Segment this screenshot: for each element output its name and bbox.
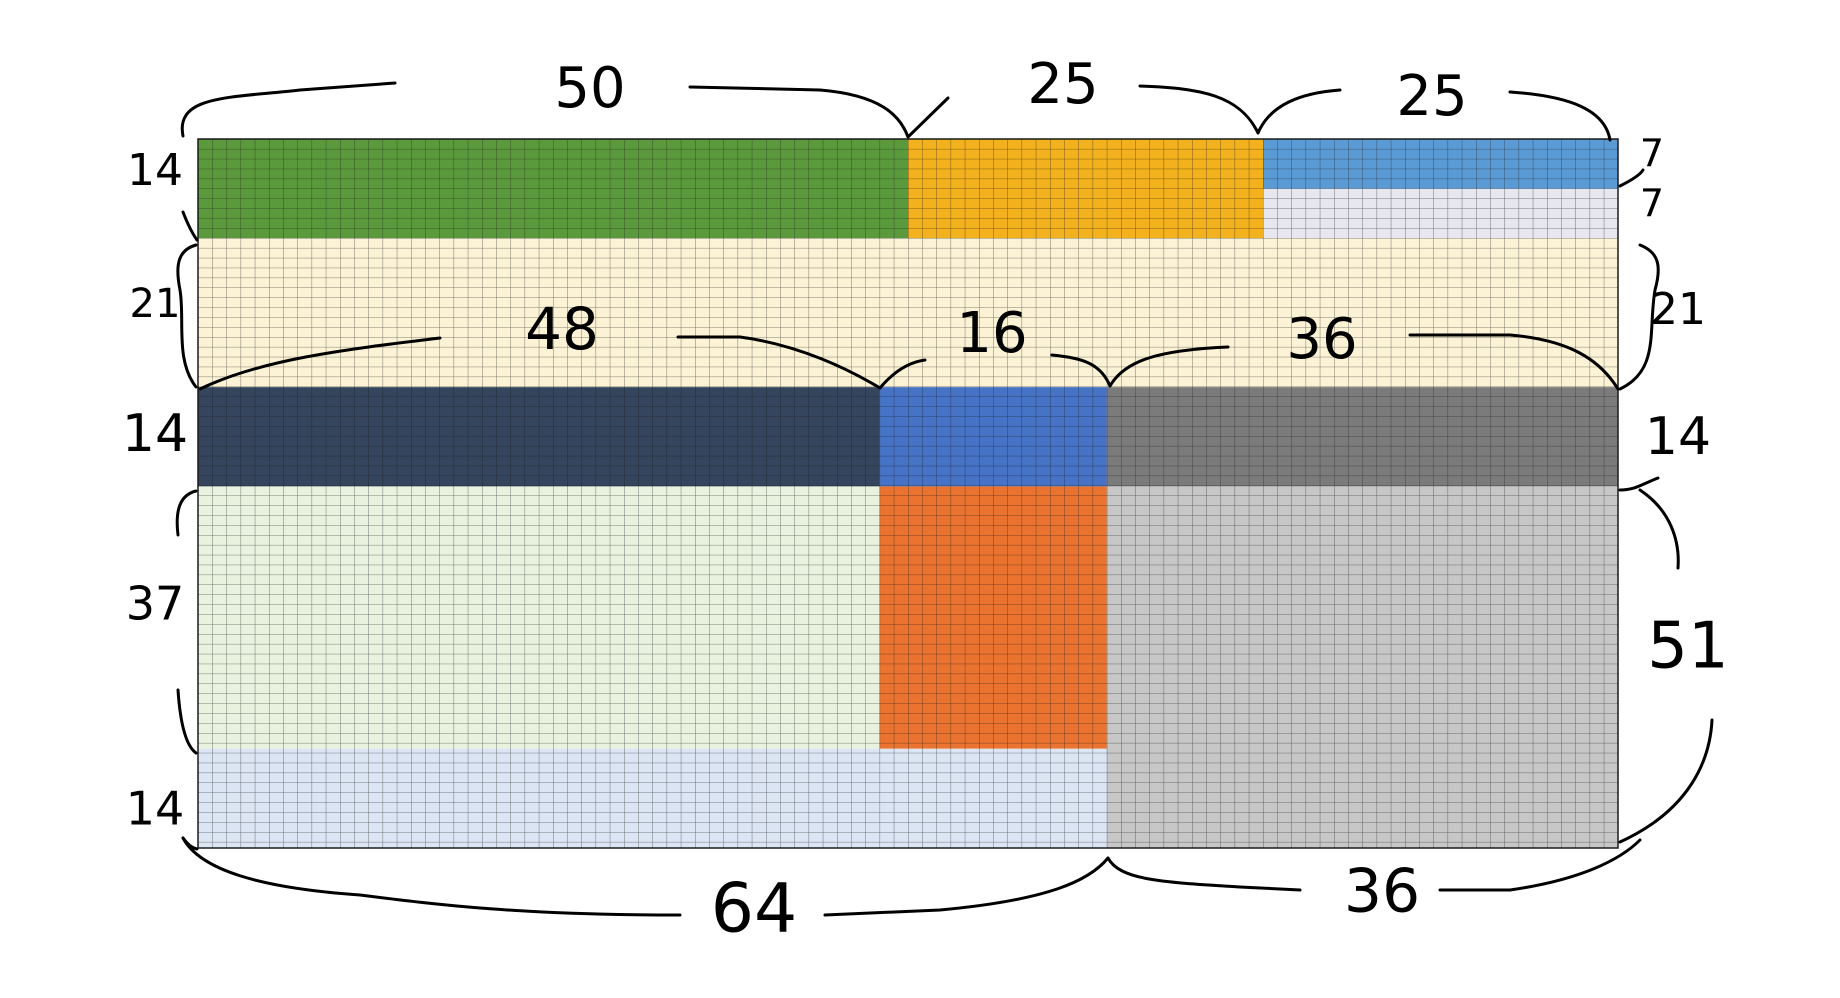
bottom-labels: 64 36 [711, 857, 1420, 949]
middle-label-grey: 36 [1286, 307, 1357, 372]
bottom-bracket-64-right [823, 856, 1302, 917]
top-bracket-50 [180, 81, 397, 138]
right-bracket-51 [1618, 488, 1714, 844]
top-bracket-25-a [1138, 84, 1342, 135]
right-label-3: 21 [1650, 284, 1706, 335]
top-bracket-50-right [688, 85, 950, 139]
bottom-bracket-64-left [181, 836, 682, 917]
top-bracket-25-b [1508, 90, 1612, 142]
right-label-2: 7 [1640, 182, 1664, 226]
left-label-5: 14 [126, 782, 185, 836]
bottom-label-right: 36 [1344, 857, 1420, 927]
middle-labels: 48 16 36 [525, 295, 1358, 372]
left-label-2: 21 [130, 281, 181, 327]
right-label-5: 51 [1647, 610, 1728, 684]
bottom-bracket-36-right [1438, 838, 1642, 892]
right-bracket-21 [1618, 243, 1660, 391]
middle-bracket-16-right [1050, 345, 1230, 388]
bottom-brackets [181, 836, 1642, 917]
middle-label-blue: 16 [956, 301, 1027, 366]
left-brackets [175, 210, 199, 851]
right-labels: 7 7 21 14 51 [1640, 132, 1729, 684]
grid-lines [198, 139, 1618, 848]
right-label-1: 7 [1640, 132, 1664, 176]
top-brackets [180, 81, 1612, 142]
middle-bracket-48-right [676, 335, 927, 390]
left-bracket-37 [176, 688, 198, 755]
top-labels: 50 25 25 [554, 52, 1467, 129]
bottom-label-left: 64 [711, 870, 798, 949]
right-bracket-7 [1618, 168, 1645, 188]
right-label-4: 14 [1645, 407, 1711, 467]
middle-brackets [198, 333, 1620, 391]
grid-border [197, 138, 1619, 849]
left-bracket-21 [176, 243, 198, 389]
top-label-green: 50 [554, 56, 625, 121]
left-bracket-14-bottom [181, 836, 199, 851]
left-label-4: 37 [126, 577, 185, 631]
left-label-3: 14 [122, 404, 188, 464]
top-label-blue: 25 [1396, 64, 1467, 129]
left-bracket-14-top [181, 210, 199, 242]
right-brackets [1618, 168, 1714, 844]
right-bracket-14 [1618, 476, 1660, 492]
middle-bracket-48 [198, 336, 442, 391]
left-labels: 14 21 14 37 14 [122, 145, 188, 836]
left-label-1: 14 [127, 145, 183, 196]
left-bracket-14-mid [175, 489, 198, 537]
top-label-gold: 25 [1027, 52, 1098, 117]
middle-label-navy: 48 [525, 295, 599, 363]
middle-bracket-36-right [1408, 333, 1620, 391]
